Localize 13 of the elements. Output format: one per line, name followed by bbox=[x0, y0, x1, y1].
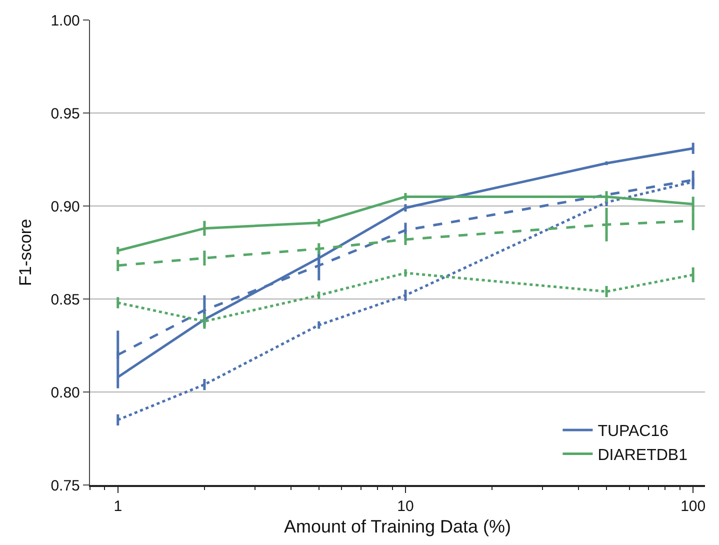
y-tick-label: 1.00 bbox=[50, 12, 80, 30]
x-tick-label: 10 bbox=[397, 498, 414, 515]
legend-label: TUPAC16 bbox=[598, 423, 669, 440]
x-tick-label: 1 bbox=[114, 498, 122, 515]
y-axis-title: F1-score bbox=[16, 218, 36, 286]
x-tick-label: 100 bbox=[680, 498, 706, 515]
y-tick-label: 0.90 bbox=[50, 198, 80, 216]
y-tick-label: 0.85 bbox=[50, 291, 80, 308]
y-tick-label: 0.95 bbox=[50, 105, 80, 122]
legend-label: DIARETDB1 bbox=[598, 446, 688, 464]
y-tick-label: 0.75 bbox=[50, 477, 80, 494]
x-axis-title: Amount of Training Data (%) bbox=[284, 516, 512, 536]
y-tick-label: 0.80 bbox=[50, 384, 80, 402]
